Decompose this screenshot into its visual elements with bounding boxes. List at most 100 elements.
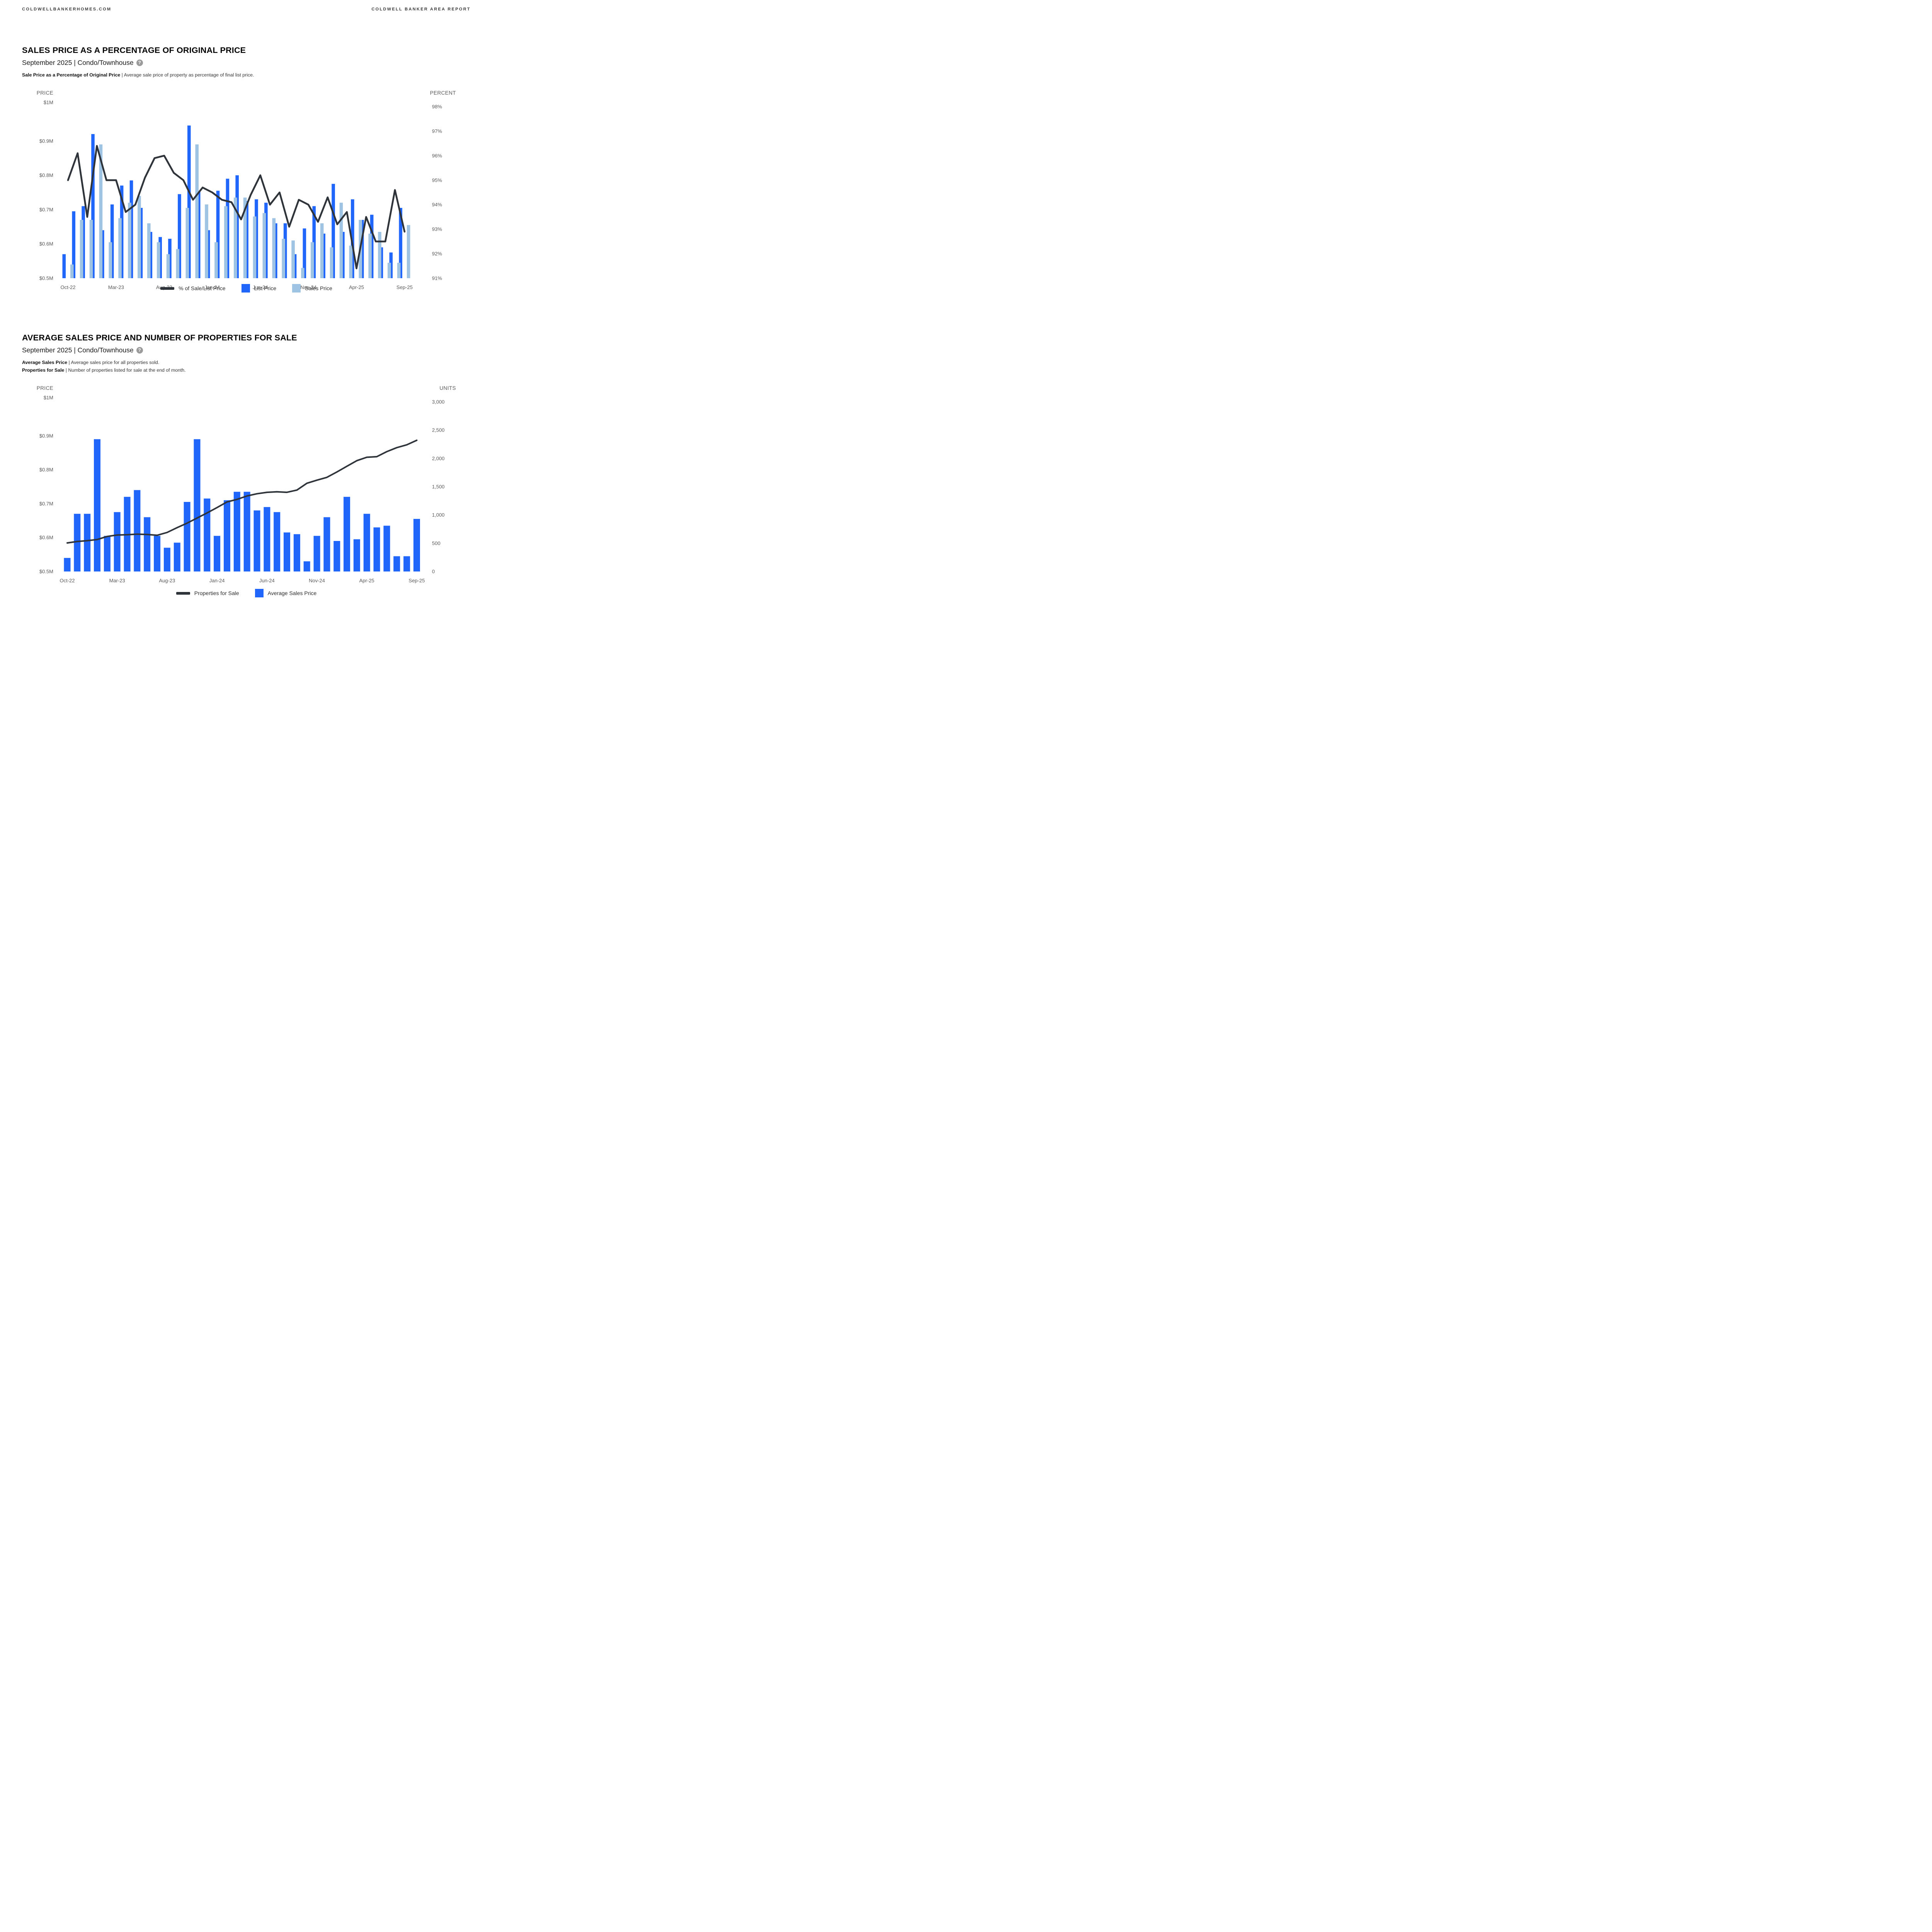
- description-text: | Number of properties listed for sale a…: [64, 367, 186, 373]
- bar-list-price: [379, 247, 383, 278]
- bar-sales-price: [109, 242, 112, 278]
- report-name-header: COLDWELL BANKER AREA REPORT: [371, 7, 471, 12]
- bar-average-sales-price: [214, 536, 221, 571]
- legend-line-swatch: [160, 287, 175, 290]
- right-axis-tick: 500: [432, 540, 440, 546]
- bar-sales-price: [388, 263, 391, 278]
- description-term: Average Sales Price: [22, 360, 68, 365]
- bar-average-sales-price: [373, 527, 380, 571]
- bar-list-price: [283, 223, 287, 278]
- bar-sales-price: [330, 247, 333, 278]
- site-url-header: COLDWELLBANKERHOMES.COM: [22, 7, 112, 12]
- bar-list-price: [206, 230, 210, 278]
- line-properties-for-sale: [66, 439, 418, 544]
- legend-line-swatch: [176, 592, 190, 595]
- description-row: Average Sales Price | Average sales pric…: [22, 359, 471, 367]
- bar-list-price: [361, 220, 364, 278]
- bar-sales-price: [349, 245, 353, 278]
- bar-average-sales-price: [74, 514, 81, 571]
- x-axis-tick: Oct-22: [60, 284, 75, 290]
- bar-sales-price: [128, 202, 131, 278]
- description-term: Properties for Sale: [22, 367, 65, 373]
- sales-price-pct-chart: PRICE PERCENT $1M $0.9M $0.8M $0.7M $0.6M $0.5M…: [37, 90, 456, 290]
- bar-sales-price: [166, 254, 170, 278]
- bar-sales-price: [406, 225, 410, 278]
- bar-sales-price: [176, 249, 180, 278]
- bar-list-price: [197, 190, 201, 278]
- legend-label: Sales Price: [305, 285, 332, 291]
- right-axis-tick: 1,500: [432, 484, 445, 490]
- bar-sales-price: [138, 196, 141, 278]
- right-axis-tick: 93%: [432, 226, 442, 232]
- legend-bar-swatch: [241, 284, 250, 293]
- bar-list-price: [120, 185, 124, 278]
- left-axis-title: PRICE: [37, 385, 53, 391]
- left-axis-tick: $0.8M: [39, 172, 53, 178]
- bar-sales-price: [282, 238, 285, 278]
- x-axis-tick: Apr-25: [359, 578, 374, 583]
- bar-list-price: [178, 194, 181, 278]
- bar-list-price: [399, 208, 403, 278]
- chart-legend: % of Sale/List Price List Price Sales Pric…: [0, 284, 493, 293]
- bar-average-sales-price: [184, 502, 190, 571]
- bar-average-sales-price: [353, 539, 360, 571]
- bar-list-price: [226, 179, 230, 278]
- right-axis-tick: 98%: [432, 104, 442, 110]
- help-icon[interactable]: ?: [136, 60, 143, 66]
- section-title: SALES PRICE AS A PERCENTAGE OF ORIGINAL …: [22, 46, 246, 55]
- left-axis-title: PRICE: [37, 90, 53, 96]
- bar-list-price: [187, 125, 191, 278]
- bar-average-sales-price: [303, 561, 310, 571]
- left-axis-tick: $0.9M: [39, 138, 53, 144]
- bar-list-price: [101, 230, 104, 278]
- section-avg-price-properties: AVERAGE SALES PRICE AND NUMBER OF PROPER…: [22, 333, 471, 374]
- bar-list-price: [274, 223, 277, 278]
- description-row: Sale Price as a Percentage of Original P…: [22, 71, 471, 79]
- bar-sales-price: [311, 242, 314, 278]
- bar-list-price: [168, 238, 172, 278]
- section-sales-price-pct: SALES PRICE AS A PERCENTAGE OF ORIGINAL …: [22, 46, 471, 79]
- bar-average-sales-price: [274, 512, 281, 571]
- left-axis-tick: $1M: [44, 395, 53, 401]
- bar-sales-price: [99, 144, 103, 278]
- bar-average-sales-price: [383, 526, 390, 571]
- section-subtitle: September 2025 | Condo/Townhouse: [22, 346, 134, 354]
- bar-sales-price: [205, 204, 208, 278]
- x-axis-tick: Nov-24: [309, 578, 325, 583]
- legend-label: List Price: [254, 285, 277, 291]
- bar-average-sales-price: [363, 514, 370, 571]
- right-axis-tick: 2,000: [432, 456, 445, 461]
- bar-list-price: [293, 254, 297, 278]
- bar-average-sales-price: [144, 517, 151, 571]
- bar-sales-price: [224, 206, 228, 278]
- help-icon[interactable]: ?: [136, 347, 143, 354]
- bar-list-price: [245, 201, 248, 278]
- legend-item: Average Sales Price: [255, 589, 317, 597]
- section-title: AVERAGE SALES PRICE AND NUMBER OF PROPER…: [22, 333, 297, 342]
- right-axis-tick: 94%: [432, 202, 442, 207]
- bar-average-sales-price: [323, 517, 330, 571]
- bar-list-price: [139, 208, 143, 278]
- right-axis-tick: 1,000: [432, 512, 445, 518]
- bar-sales-price: [214, 242, 218, 278]
- bar-average-sales-price: [114, 512, 121, 571]
- left-axis-tick: $0.9M: [39, 433, 53, 439]
- bar-sales-price: [397, 263, 401, 278]
- bar-average-sales-price: [333, 541, 340, 571]
- bar-sales-price: [89, 220, 93, 278]
- description-list: Average Sales Price | Average sales pric…: [22, 359, 471, 374]
- legend-bar-swatch: [292, 284, 301, 293]
- bar-sales-price: [70, 264, 74, 278]
- legend-label: Average Sales Price: [267, 590, 317, 596]
- right-axis-tick: 2,500: [432, 427, 445, 433]
- bar-sales-price: [272, 218, 276, 278]
- x-axis-tick: Jan-24: [204, 284, 220, 290]
- legend-item: Properties for Sale: [176, 590, 239, 596]
- legend-item: Sales Price: [292, 284, 332, 293]
- bar-average-sales-price: [204, 498, 211, 571]
- description-text: | Average sales price for all properties…: [67, 360, 160, 365]
- bar-average-sales-price: [284, 532, 290, 571]
- legend-bar-swatch: [255, 589, 264, 597]
- bar-list-price: [62, 254, 66, 278]
- bar-average-sales-price: [104, 536, 111, 571]
